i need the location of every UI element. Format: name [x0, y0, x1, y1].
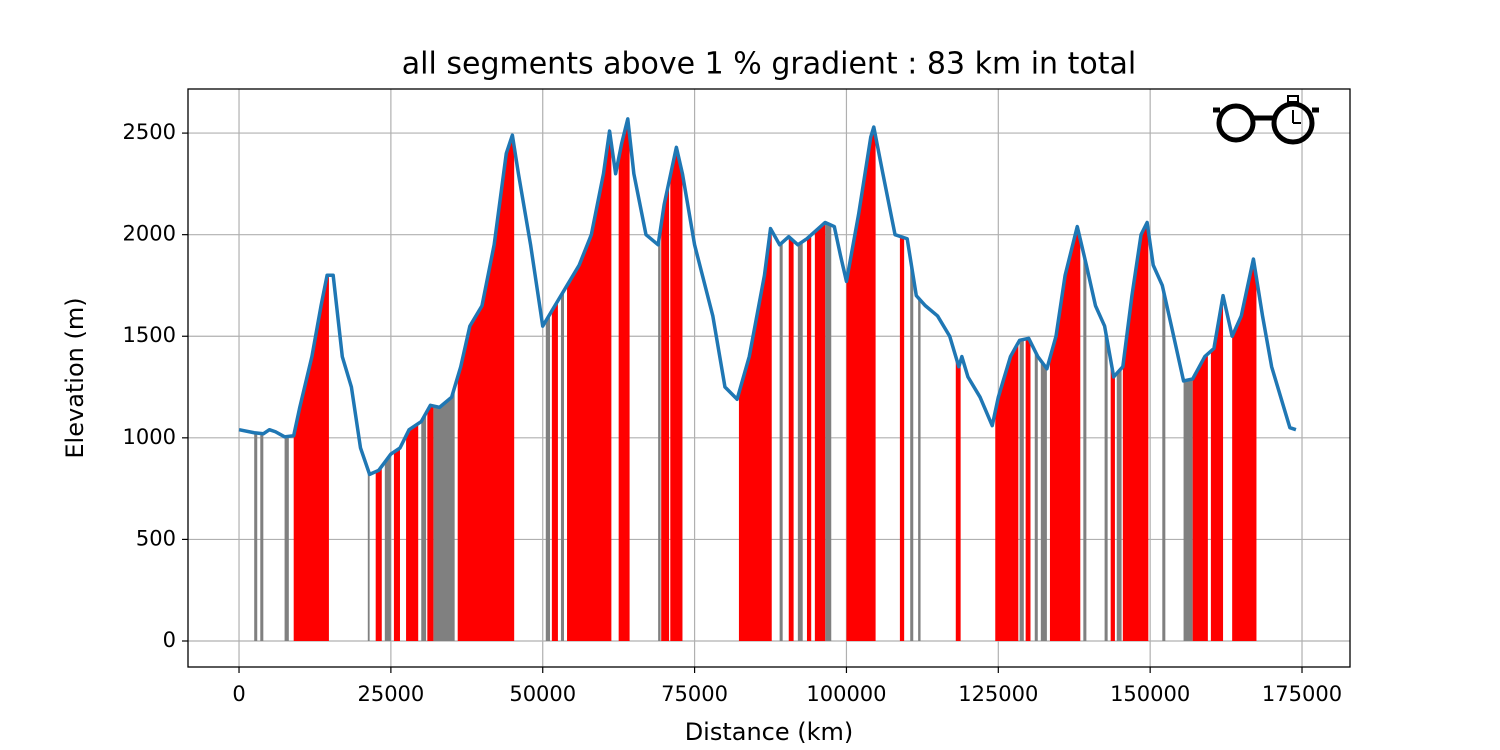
segment-fill: [1019, 339, 1024, 641]
segment-fill: [427, 405, 434, 641]
y-tick-label: 1500: [123, 323, 176, 347]
y-tick-label: 2500: [123, 120, 176, 144]
segment-fill: [1034, 350, 1038, 641]
logo: [1213, 95, 1319, 145]
segment-fill: [846, 126, 876, 641]
segment-fill: [545, 313, 551, 641]
x-axis-label: Distance (km): [685, 718, 854, 746]
segment-fill: [955, 356, 961, 641]
x-tick-label: 125000: [958, 682, 1038, 706]
segment-fill: [384, 454, 391, 641]
segment-fill: [375, 466, 382, 641]
segment-fill: [1192, 353, 1208, 641]
segment-fill: [551, 300, 558, 641]
plot-area: [188, 89, 1350, 667]
segment-fill: [788, 236, 794, 641]
x-tick-label: 25000: [357, 682, 424, 706]
segment-fill: [1162, 285, 1166, 641]
segment-fill: [899, 236, 905, 641]
segment-fill: [661, 181, 670, 641]
segment-fill: [421, 412, 427, 641]
segment-fill: [1025, 338, 1031, 641]
segment-fill: [1122, 222, 1149, 641]
segment-fill: [260, 433, 264, 641]
y-tick-label: 500: [136, 526, 176, 550]
segment-fill: [1183, 378, 1193, 641]
segment-fill: [814, 222, 826, 641]
segment-fill: [567, 131, 612, 641]
segment-fill: [457, 135, 515, 641]
segment-fill: [910, 257, 914, 641]
x-tick-label: 50000: [509, 682, 576, 706]
segment-fill: [1232, 259, 1257, 641]
segment-fill: [284, 436, 289, 641]
segment-fill: [779, 242, 783, 641]
segment-fill: [406, 423, 419, 641]
x-tick-label: 175000: [1262, 682, 1342, 706]
segment-fill: [254, 432, 258, 641]
segment-fill: [1110, 359, 1115, 641]
y-tick-label: 0: [163, 628, 176, 652]
segment-fill: [995, 342, 1019, 641]
x-tick-label: 0: [232, 682, 245, 706]
x-tick-label: 100000: [806, 682, 886, 706]
segment-fill: [1083, 252, 1087, 641]
segment-fill: [433, 387, 455, 641]
segment-fill: [1210, 295, 1224, 641]
segment-fill: [618, 118, 630, 641]
axes-frame: [187, 88, 1351, 668]
segment-fill: [797, 241, 803, 641]
segment-fill: [1049, 226, 1081, 641]
segment-fill: [825, 222, 832, 641]
segment-fill: [670, 147, 683, 641]
segment-fill: [367, 469, 370, 641]
chart-title: all segments above 1 % gradient : 83 km …: [402, 47, 1136, 82]
segment-fill: [1116, 368, 1122, 641]
segment-fill: [1040, 360, 1047, 641]
segment-fill: [738, 228, 772, 641]
segment-fill: [293, 275, 329, 641]
x-tick-label: 150000: [1110, 682, 1190, 706]
segment-fill: [658, 228, 661, 641]
y-tick-label: 1000: [123, 425, 176, 449]
segment-fill: [806, 234, 812, 641]
y-axis-label: Elevation (m): [61, 297, 89, 458]
segment-fill: [1104, 326, 1108, 641]
segment-fill: [393, 447, 400, 641]
x-tick-label: 75000: [661, 682, 728, 706]
segment-fill: [560, 290, 564, 641]
y-tick-label: 2000: [123, 222, 176, 246]
segment-fill: [918, 297, 921, 641]
elevation-line: [238, 117, 1297, 477]
